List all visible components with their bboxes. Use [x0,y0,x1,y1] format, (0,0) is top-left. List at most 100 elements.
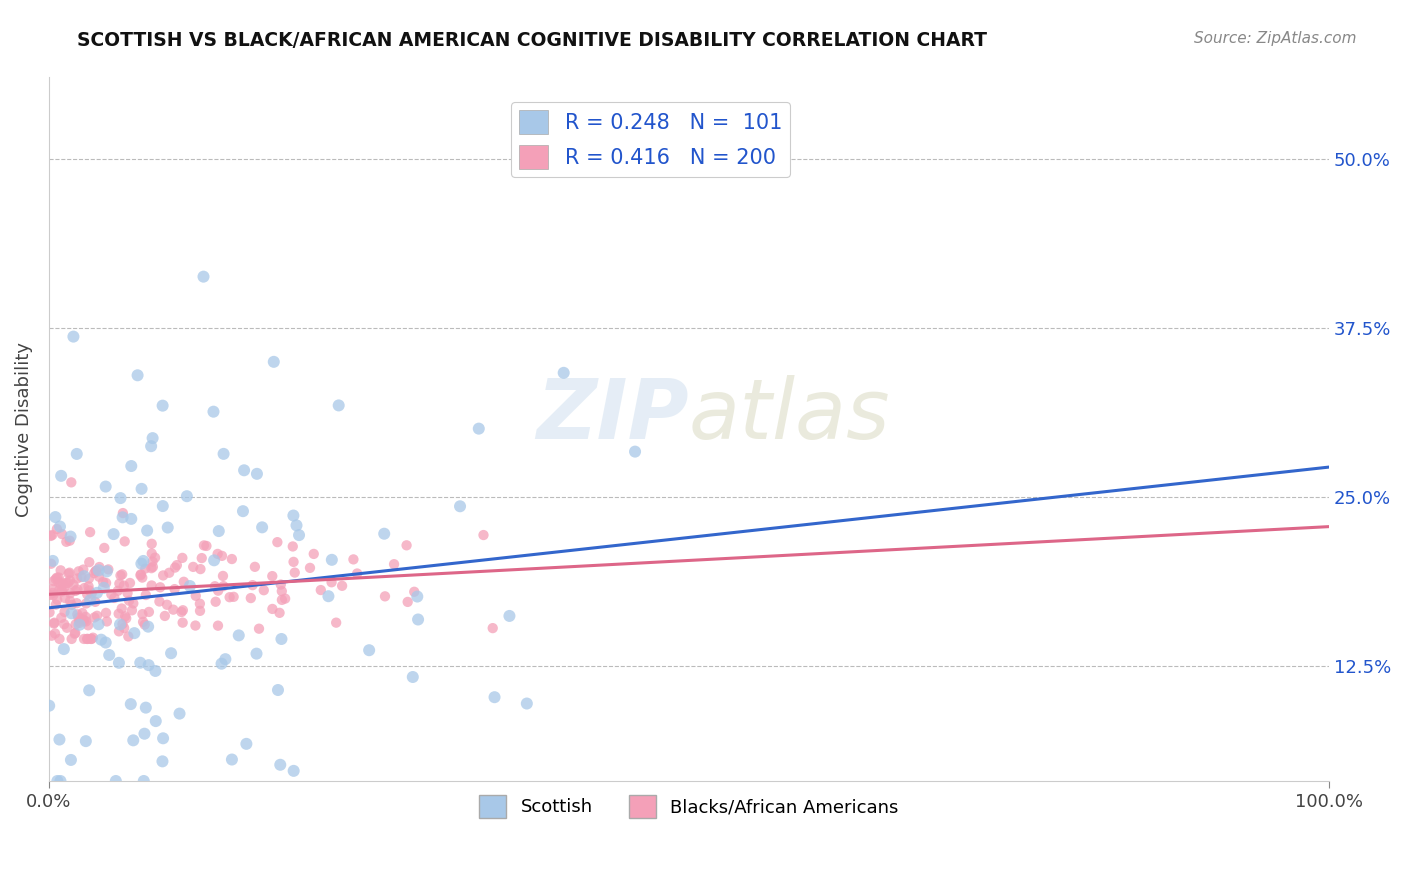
Point [108,617,131,632]
Point [48,570,70,584]
Point [624,444,647,458]
Point [94,635,117,649]
Point [207,583,229,598]
Point [211,549,233,563]
Point [87,563,110,577]
Point [45,571,67,585]
Point [152,731,174,746]
Point [77,683,100,698]
Point [44,510,66,524]
Point [298,561,321,575]
Point [396,595,419,609]
Point [134,617,156,632]
Point [59,586,82,600]
Point [232,504,254,518]
Point [112,621,135,635]
Point [41,528,63,542]
Point [271,593,294,607]
Point [172,603,194,617]
Point [48,575,70,590]
Point [86,586,108,600]
Point [66,596,89,610]
Point [233,463,256,477]
Point [247,622,270,636]
Point [114,534,136,549]
Point [56,575,79,590]
Point [211,657,233,671]
Point [42,588,65,602]
Point [62,329,84,343]
Point [134,561,156,575]
Point [108,656,131,670]
Point [77,583,100,598]
Point [152,399,174,413]
Point [58,566,80,580]
Point [204,579,226,593]
Point [45,522,67,536]
Point [48,583,70,598]
Point [51,611,73,625]
Point [250,520,273,534]
Text: Source: ZipAtlas.com: Source: ZipAtlas.com [1194,31,1357,46]
Point [285,518,308,533]
Point [120,512,142,526]
Point [114,609,136,624]
Point [156,520,179,534]
Point [69,614,91,628]
Point [152,499,174,513]
Point [59,533,82,548]
Point [172,615,194,630]
Point [91,574,114,589]
Point [188,604,211,618]
Point [212,447,235,461]
Point [60,632,83,646]
Point [149,580,172,594]
Point [208,524,231,538]
Point [202,405,225,419]
Point [76,632,98,646]
Text: SCOTTISH VS BLACK/AFRICAN AMERICAN COGNITIVE DISABILITY CORRELATION CHART: SCOTTISH VS BLACK/AFRICAN AMERICAN COGNI… [77,31,987,50]
Point [449,500,471,514]
Point [107,583,129,598]
Point [173,574,195,589]
Point [93,541,115,555]
Point [374,590,396,604]
Point [75,734,97,748]
Point [110,568,132,582]
Point [87,570,110,584]
Point [143,550,166,565]
Point [142,560,165,574]
Point [80,632,103,646]
Point [190,551,212,566]
Point [402,670,425,684]
Text: atlas: atlas [689,375,890,456]
Point [122,596,145,610]
Point [97,562,120,576]
Point [87,617,110,632]
Point [111,601,134,615]
Point [204,595,226,609]
Point [49,577,72,591]
Point [221,752,243,766]
Point [51,575,73,590]
Point [141,537,163,551]
Point [134,727,156,741]
Point [94,606,117,620]
Point [73,569,96,583]
Point [48,732,70,747]
Point [103,527,125,541]
Point [228,628,250,642]
Point [395,538,418,552]
Point [181,560,204,574]
Point [58,566,80,581]
Point [67,564,90,578]
Point [39,529,62,543]
Point [553,366,575,380]
Point [283,508,305,523]
Point [96,615,118,629]
Point [148,594,170,608]
Point [267,683,290,698]
Point [152,568,174,582]
Point [38,588,60,602]
Point [94,576,117,591]
